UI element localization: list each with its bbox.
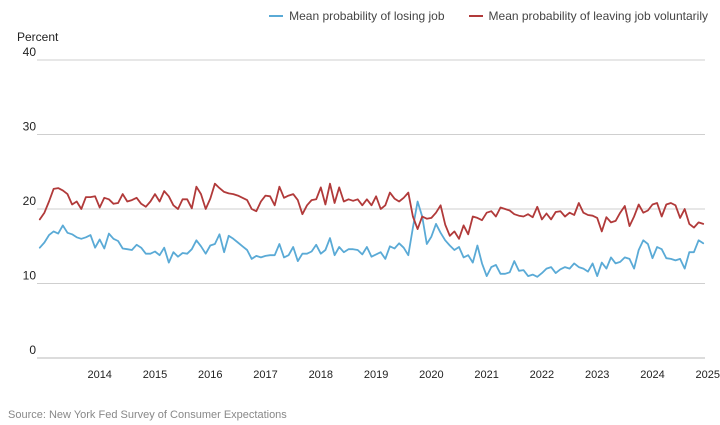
- legend-label-leaving-job: Mean probability of leaving job voluntar…: [488, 9, 708, 23]
- y-tick-label-20: 20: [23, 194, 37, 208]
- x-tick-label-2021: 2021: [474, 369, 498, 381]
- series-line-0: [38, 200, 705, 278]
- series-lines: [38, 182, 705, 278]
- x-tick-label-2014: 2014: [87, 369, 111, 381]
- y-axis-title: Percent: [17, 30, 59, 44]
- y-tick-label-40: 40: [23, 45, 37, 59]
- x-tick-label-2024: 2024: [640, 369, 664, 381]
- series-line-1: [38, 182, 705, 240]
- legend-swatch-leaving-job: [468, 15, 483, 17]
- x-tick-label-2025: 2025: [696, 369, 720, 381]
- y-axis-tick-labels: 0 10 20 30 40: [23, 45, 37, 357]
- legend-swatch-losing-job: [269, 15, 284, 17]
- legend-item-losing-job: Mean probability of losing job: [269, 9, 445, 23]
- gridlines: [37, 59, 705, 359]
- x-axis-tick-labels: 2014 2015 2016 2017 2018 2019 2020 2021 2022 2023…: [87, 369, 720, 381]
- y-tick-label-10: 10: [23, 269, 37, 283]
- x-tick-label-2022: 2022: [530, 369, 554, 381]
- legend: Mean probability of losing job Mean prob…: [269, 9, 708, 23]
- legend-item-leaving-job: Mean probability of leaving job voluntar…: [468, 9, 708, 23]
- y-tick-label-30: 30: [23, 120, 37, 134]
- x-tick-label-2018: 2018: [309, 369, 333, 381]
- y-tick-label-0: 0: [29, 343, 36, 357]
- x-tick-label-2020: 2020: [419, 369, 443, 381]
- x-tick-label-2019: 2019: [364, 369, 388, 381]
- x-tick-label-2023: 2023: [585, 369, 609, 381]
- x-tick-label-2017: 2017: [253, 369, 277, 381]
- legend-label-losing-job: Mean probability of losing job: [289, 9, 445, 23]
- x-tick-label-2015: 2015: [143, 369, 167, 381]
- source-note: Source: New York Fed Survey of Consumer …: [8, 409, 287, 421]
- x-tick-label-2016: 2016: [198, 369, 222, 381]
